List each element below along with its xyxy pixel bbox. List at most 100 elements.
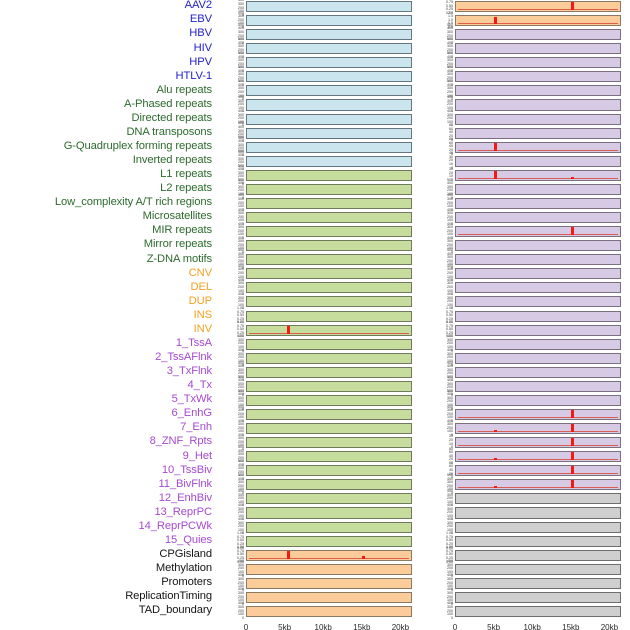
y-tick-label: 200: [238, 132, 244, 137]
y-axis-ticks-left: 400 300 200 100 0: [224, 95, 244, 114]
y-tick-label: 200: [238, 341, 244, 346]
y-tick-label: 1.00: [433, 0, 453, 1]
y-tick-label: 0: [451, 573, 453, 578]
y-tick-label: 0: [451, 392, 453, 397]
track-baseline: [458, 149, 618, 151]
y-tick-label: 300: [447, 211, 453, 216]
y-tick-label: 200: [238, 188, 244, 193]
track-label-promoters: Promoters: [161, 576, 212, 589]
y-tick-label: 100: [238, 612, 244, 617]
y-tick-label: 400: [238, 291, 244, 296]
y-tick-label: 0.50: [237, 313, 244, 318]
y-tick-label: 0.00: [446, 334, 453, 339]
y-tick-label: 400: [447, 488, 453, 493]
y-tick-label: 0: [242, 97, 244, 102]
track-label-14-reprpcwk: 14_ReprPCWk: [138, 519, 212, 532]
y-tick-label: 80: [449, 446, 453, 451]
y-axis-ticks-right: 400 300 200 100 0: [433, 278, 453, 297]
track-baseline: [458, 234, 618, 236]
y-tick-label: 200: [238, 102, 244, 107]
y-tick-label: 400: [447, 109, 453, 114]
y-tick-label: 500: [447, 36, 453, 41]
y-tick-label: 0: [451, 406, 453, 411]
y-tick-label: 100: [238, 487, 244, 492]
track-label-alu-repeats: Alu repeats: [156, 83, 213, 96]
y-tick-label: 0.50: [446, 3, 453, 8]
track-plot: [455, 268, 621, 280]
y-tick-label: 200: [238, 355, 244, 360]
track-peak-bar: [362, 556, 366, 559]
y-tick-label: 400: [447, 517, 453, 522]
y-tick-label: 500: [238, 135, 244, 140]
y-tick-label: 300: [447, 267, 453, 272]
y-axis-ticks-right: 80 60 40 20 0: [433, 461, 453, 480]
y-axis-ticks-right: 400 300 200 100 0: [433, 574, 453, 592]
y-tick-label: 60: [449, 140, 453, 145]
y-tick-label: 0: [451, 601, 453, 606]
y-tick-label: 100: [238, 163, 244, 168]
y-tick-label: 0: [451, 54, 453, 59]
track-peak-bar: [571, 452, 575, 461]
y-tick-label: 0.5: [448, 21, 453, 26]
track-plot: [455, 479, 621, 491]
y-tick-label: 300: [238, 30, 244, 35]
track-plot: [455, 296, 621, 308]
y-tick-label: 400: [447, 68, 453, 73]
y-tick-label: 300: [447, 520, 453, 525]
y-tick-label: 200: [238, 608, 244, 613]
track-plot: [246, 127, 412, 139]
y-tick-label: 300: [447, 44, 453, 49]
track-label-microsatellites: Microsatellites: [142, 210, 212, 223]
y-tick-label: 0.00: [446, 559, 453, 564]
y-tick-label: 400: [238, 364, 244, 369]
y-tick-label: 400: [238, 181, 244, 186]
track-label-8-znf-rpts: 8_ZNF_Rpts: [149, 435, 213, 448]
y-tick-label: 200: [238, 242, 244, 247]
y-tick-label: 100: [447, 374, 453, 379]
track-plot: [455, 605, 621, 617]
y-axis-ticks-left: 400 300 200 100 0: [224, 291, 244, 311]
y-tick-label: 100: [447, 191, 453, 196]
track-label-dup: DUP: [188, 294, 212, 307]
track-plot: [455, 169, 621, 181]
track-plot: [246, 352, 412, 364]
track-plot: [455, 366, 621, 378]
track-plot: [246, 1, 412, 13]
y-tick-label: 300: [238, 576, 244, 581]
y-tick-label: 200: [447, 102, 453, 107]
track-label-mirror-repeats: Mirror repeats: [143, 238, 212, 251]
y-tick-label: 30: [449, 434, 453, 439]
y-tick-label: 500: [238, 79, 244, 84]
y-axis-ticks-right: 80 60 40 20 0: [433, 446, 453, 466]
track-plot: [455, 408, 621, 421]
y-tick-label: 200: [238, 496, 244, 501]
y-tick-label: 200: [447, 385, 453, 390]
y-axis-ticks-right: 400 300 200 100 0: [433, 602, 453, 620]
track-plot: [455, 394, 621, 406]
y-tick-label: 100: [447, 344, 453, 349]
y-tick-label: 300: [447, 98, 453, 103]
track-plot: [246, 85, 412, 97]
track-plot: [246, 521, 412, 533]
y-tick-label: 200: [447, 399, 453, 404]
track-peak-bar: [571, 227, 575, 236]
track-label-del: DEL: [190, 280, 213, 293]
y-tick-label: 200: [447, 524, 453, 529]
y-tick-label: 200: [238, 174, 244, 179]
y-tick-label: 100: [238, 403, 244, 408]
track-plot: [246, 71, 412, 83]
y-tick-label: 300: [447, 367, 453, 372]
y-tick-label: 500: [447, 177, 453, 182]
y-tick-label: 300: [238, 211, 244, 216]
y-tick-label: 400: [238, 462, 244, 467]
y-axis-ticks-left: 400 300 200 100 0: [224, 503, 244, 522]
track-label-12-enhbiv: 12_EnhBiv: [158, 491, 212, 504]
y-tick-label: 0.00: [446, 10, 453, 15]
y-tick-label: 200: [447, 47, 453, 52]
y-tick-label: 100: [238, 527, 244, 532]
y-tick-label: 200: [447, 33, 453, 38]
y-tick-label: 0.50: [446, 552, 453, 557]
